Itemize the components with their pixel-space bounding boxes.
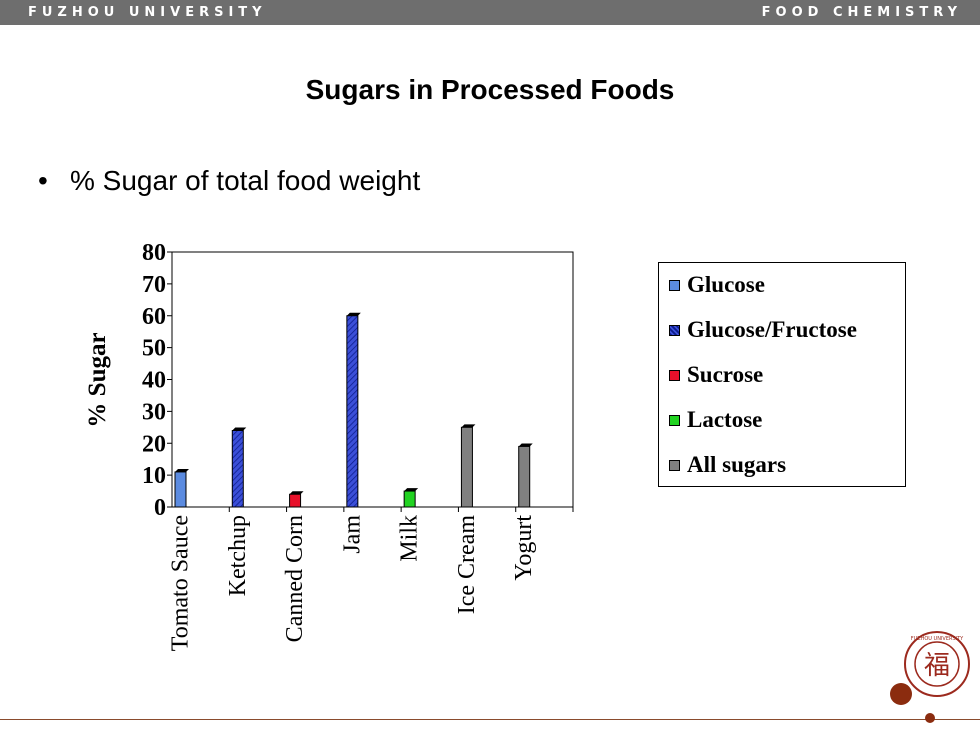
header-university: FUZHOU UNIVERSITY — [28, 5, 267, 20]
x-tick-label: Ketchup — [225, 515, 251, 596]
header-course: FOOD CHEMISTRY — [761, 5, 962, 20]
legend-item: Glucose/Fructose — [669, 316, 857, 344]
x-tick-label: Milk — [397, 515, 423, 562]
y-tick-label: 10 — [142, 463, 166, 489]
chart-legend: Glucose Glucose/Fructose Sucrose Lactose All… — [658, 262, 906, 487]
y-axis-label: % Sugar — [84, 332, 111, 427]
bullet-point: • % Sugar of total food weight — [38, 165, 420, 197]
legend-swatch — [669, 324, 680, 336]
y-tick-label: 60 — [142, 304, 166, 330]
footer-line — [0, 719, 980, 720]
y-tick-label: 40 — [142, 368, 166, 394]
legend-label: All sugars — [687, 452, 787, 477]
bar-top-all-sugars — [518, 443, 533, 447]
legend-label: Sucrose — [687, 362, 764, 387]
bar-glucose-fructose — [231, 430, 244, 508]
y-tick-label: 80 — [142, 240, 166, 266]
x-tick-label: Jam — [339, 515, 365, 554]
bar-top-glucose — [175, 468, 189, 472]
legend-item: Glucose — [669, 271, 765, 299]
bar-top-sucrose — [289, 491, 304, 495]
bar-sucrose — [289, 493, 302, 508]
legend-label: Glucose/Fructose — [687, 317, 857, 342]
seal-text: FUZHOU UNIVERSITY — [911, 636, 964, 642]
bar-glucose — [174, 471, 187, 508]
seal-glyph: 福 — [924, 651, 950, 681]
y-tick-label: 0 — [154, 495, 166, 521]
y-tick-label: 50 — [142, 336, 166, 362]
x-tick-label: Yogurt — [511, 515, 537, 581]
legend-swatch — [669, 414, 680, 426]
legend-swatch — [669, 459, 680, 471]
legend-item: Sucrose — [669, 361, 763, 389]
bar-top-glucose-fructose — [346, 312, 361, 316]
header-bar: FUZHOU UNIVERSITY FOOD CHEMISTRY — [0, 0, 980, 25]
bar-lactose — [403, 490, 416, 508]
legend-item: All sugars — [669, 451, 786, 479]
university-seal-icon: 福 FUZHOU UNIVERSITY — [904, 631, 970, 697]
legend-swatch — [669, 369, 680, 381]
decor-dot-small — [925, 713, 935, 723]
bullet-dot-icon: • — [38, 165, 48, 196]
bar-top-all-sugars — [461, 424, 476, 428]
legend-item: Lactose — [669, 406, 762, 434]
bullet-text: % Sugar of total food weight — [70, 165, 421, 196]
bar-top-lactose — [404, 488, 419, 492]
x-tick-label: Ice Cream — [454, 515, 480, 615]
bar-all-sugars — [460, 426, 473, 508]
x-tick-label: Tomato Sauce — [168, 515, 194, 651]
legend-swatch — [669, 279, 680, 291]
y-tick-label: 70 — [142, 272, 166, 298]
y-tick-label: 30 — [142, 399, 166, 425]
bar-glucose-fructose — [346, 315, 359, 508]
legend-label: Lactose — [687, 407, 763, 432]
slide-title: Sugars in Processed Foods — [305, 74, 675, 105]
y-tick-label: 20 — [142, 431, 166, 457]
x-tick-label: Canned Corn — [282, 515, 308, 642]
legend-label: Glucose — [687, 272, 765, 297]
decor-dot-large — [890, 683, 912, 705]
bar-all-sugars — [518, 445, 531, 508]
bar-top-glucose-fructose — [232, 427, 247, 431]
